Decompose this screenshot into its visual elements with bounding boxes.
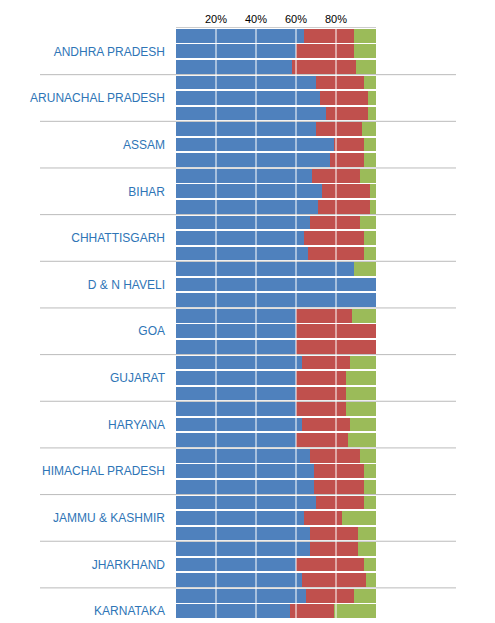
- svg-text:GOA: GOA: [138, 324, 165, 338]
- svg-text:ARUNACHAL PRADESH: ARUNACHAL PRADESH: [30, 91, 165, 105]
- svg-text:GUJARAT: GUJARAT: [110, 371, 166, 385]
- svg-text:ANDHRA PRADESH: ANDHRA PRADESH: [54, 45, 165, 59]
- svg-text:20%: 20%: [205, 13, 227, 25]
- svg-text:CHHATTISGARH: CHHATTISGARH: [71, 231, 165, 245]
- svg-text:40%: 40%: [245, 13, 267, 25]
- svg-text:JAMMU & KASHMIR: JAMMU & KASHMIR: [53, 511, 165, 525]
- svg-text:HIMACHAL PRADESH: HIMACHAL PRADESH: [42, 464, 165, 478]
- svg-text:BIHAR: BIHAR: [128, 185, 165, 199]
- svg-text:JHARKHAND: JHARKHAND: [92, 558, 166, 572]
- svg-text:80%: 80%: [325, 13, 347, 25]
- svg-text:KARNATAKA: KARNATAKA: [94, 604, 165, 618]
- svg-text:60%: 60%: [285, 13, 307, 25]
- svg-text:ASSAM: ASSAM: [123, 138, 165, 152]
- svg-text:D & N HAVELI: D & N HAVELI: [88, 278, 165, 292]
- svg-text:HARYANA: HARYANA: [108, 418, 165, 432]
